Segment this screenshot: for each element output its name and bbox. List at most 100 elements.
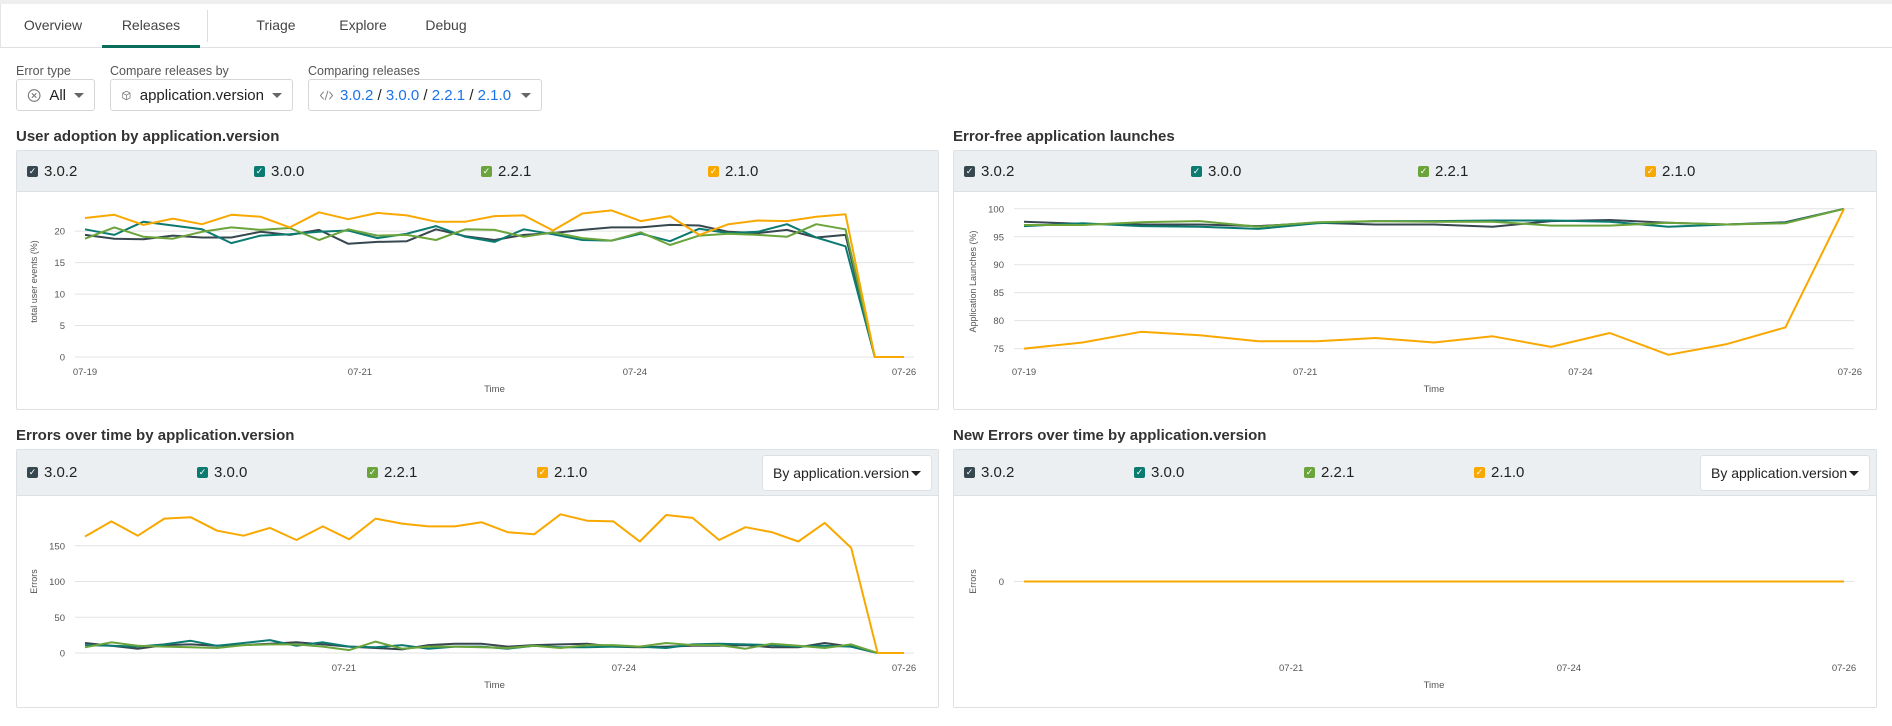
x-axis-label: Time bbox=[1424, 680, 1445, 691]
legend-item-3-0-2[interactable]: ✓ 3.0.2 bbox=[27, 464, 77, 481]
group-by-dropdown[interactable]: By application.version bbox=[762, 455, 932, 491]
checkbox-checked-icon[interactable]: ✓ bbox=[1474, 467, 1485, 478]
checkbox-checked-icon[interactable]: ✓ bbox=[1191, 165, 1202, 177]
checkbox-checked-icon[interactable]: ✓ bbox=[27, 165, 38, 177]
line-chart: 0 5 10 15 20 07-19 07-21 07-24 07-26 Time total us… bbox=[29, 209, 916, 395]
legend-item-3-0-2[interactable]: ✓ 3.0.2 bbox=[27, 163, 77, 180]
legend-item-2-2-1[interactable]: ✓ 2.2.1 bbox=[1304, 464, 1354, 481]
y-axis-label: Errors bbox=[968, 569, 978, 594]
line-chart: 0 07-21 07-24 07-26 Time Errors bbox=[968, 569, 1856, 691]
tab-releases[interactable]: Releases bbox=[102, 4, 200, 48]
group-by-dropdown[interactable]: By application.version bbox=[1700, 455, 1870, 491]
legend-label: 3.0.0 bbox=[1208, 162, 1242, 180]
comparing-releases-label: Comparing releases bbox=[308, 64, 420, 78]
legend-item-2-1-0[interactable]: ✓ 2.1.0 bbox=[1474, 464, 1524, 481]
checkbox-checked-icon[interactable]: ✓ bbox=[964, 467, 975, 478]
legend-label: 3.0.0 bbox=[1151, 464, 1185, 481]
error-type-dropdown[interactable]: All bbox=[16, 79, 95, 111]
series-line-2-1-0 bbox=[84, 209, 904, 358]
compare-by-dropdown[interactable]: application.version bbox=[110, 79, 293, 111]
legend-item-3-0-2[interactable]: ✓ 3.0.2 bbox=[964, 163, 1014, 180]
legend-label: 3.0.2 bbox=[44, 162, 78, 180]
y-axis-label: total user events (%) bbox=[29, 240, 39, 323]
user-adoption-panel: ✓ 3.0.2 ✓ 3.0.0 ✓ 2.2.1 ✓ 2.1.0 0 5 10 15 20 07-19 07-… bbox=[16, 150, 939, 410]
legend-item-3-0-0[interactable]: ✓ 3.0.0 bbox=[254, 163, 304, 180]
line-chart: 0 50 100 150 07-21 07-24 07-26 Time Errors bbox=[29, 513, 916, 691]
x-tick-label: 07-19 bbox=[1012, 367, 1036, 378]
y-axis-label: Errors bbox=[29, 569, 39, 594]
legend-label: 2.2.1 bbox=[498, 162, 532, 180]
separator: / bbox=[465, 86, 478, 104]
comparing-releases-dropdown[interactable]: 3.0.2 / 3.0.0 / 2.2.1 / 2.1.0 bbox=[308, 79, 542, 111]
checkbox-checked-icon[interactable]: ✓ bbox=[964, 165, 975, 177]
checkbox-checked-icon[interactable]: ✓ bbox=[254, 165, 265, 177]
series-line-2-1-0 bbox=[84, 513, 904, 654]
legend-item-2-2-1[interactable]: ✓ 2.2.1 bbox=[367, 464, 417, 481]
checkbox-checked-icon[interactable]: ✓ bbox=[708, 165, 719, 177]
release-version: 2.1.0 bbox=[477, 86, 512, 104]
release-version: 3.0.2 bbox=[340, 86, 374, 104]
tab-overview[interactable]: Overview bbox=[23, 17, 83, 33]
legend-label: 2.1.0 bbox=[1662, 162, 1696, 180]
legend-label: 2.2.1 bbox=[1321, 464, 1355, 481]
legend-label: 2.2.1 bbox=[1435, 162, 1469, 180]
legend-label: 3.0.0 bbox=[214, 464, 248, 481]
compare-by-label: Compare releases by bbox=[110, 64, 229, 78]
legend-item-2-1-0[interactable]: ✓ 2.1.0 bbox=[1645, 163, 1695, 180]
legend-item-3-0-0[interactable]: ✓ 3.0.0 bbox=[1191, 163, 1241, 180]
legend-item-2-1-0[interactable]: ✓ 2.1.0 bbox=[708, 163, 758, 180]
x-axis-label: Time bbox=[484, 384, 505, 395]
window-top-border bbox=[0, 0, 1892, 4]
x-tick-label: 07-19 bbox=[73, 367, 97, 378]
tab-explore[interactable]: Explore bbox=[339, 17, 387, 33]
y-tick-label: 85 bbox=[993, 288, 1004, 299]
checkbox-checked-icon[interactable]: ✓ bbox=[1418, 165, 1429, 177]
legend-label: 3.0.0 bbox=[271, 162, 305, 180]
x-tick-label: 07-26 bbox=[892, 367, 916, 378]
y-tick-label: 80 bbox=[993, 316, 1004, 327]
caret-down-icon bbox=[911, 470, 921, 476]
legend-label: 2.1.0 bbox=[725, 162, 759, 180]
tab-triage[interactable]: Triage bbox=[256, 17, 296, 33]
y-tick-label: 10 bbox=[54, 290, 65, 301]
series-line-2-1-0 bbox=[1023, 208, 1845, 356]
y-tick-label: 75 bbox=[993, 344, 1004, 355]
tab-debug[interactable]: Debug bbox=[425, 17, 467, 33]
legend-label: 3.0.2 bbox=[44, 464, 78, 481]
legend-item-3-0-0[interactable]: ✓ 3.0.0 bbox=[1134, 464, 1184, 481]
legend-item-2-1-0[interactable]: ✓ 2.1.0 bbox=[537, 464, 587, 481]
checkbox-checked-icon[interactable]: ✓ bbox=[27, 467, 38, 478]
x-tick-label: 07-24 bbox=[1568, 367, 1592, 378]
checkbox-checked-icon[interactable]: ✓ bbox=[481, 165, 492, 177]
legend-label: 3.0.2 bbox=[981, 162, 1015, 180]
y-tick-label: 100 bbox=[988, 204, 1004, 215]
checkbox-checked-icon[interactable]: ✓ bbox=[1645, 165, 1656, 177]
group-by-value: By application.version bbox=[773, 465, 910, 481]
chart-legend: ✓ 3.0.2 ✓ 3.0.0 ✓ 2.2.1 ✓ 2.1.0 By application.v… bbox=[17, 450, 938, 496]
error-type-label: Error type bbox=[16, 64, 71, 78]
checkbox-checked-icon[interactable]: ✓ bbox=[197, 467, 208, 478]
checkbox-checked-icon[interactable]: ✓ bbox=[1134, 467, 1145, 478]
y-tick-label: 5 bbox=[60, 321, 65, 332]
chevron-down-icon bbox=[272, 92, 282, 98]
checkbox-checked-icon[interactable]: ✓ bbox=[537, 467, 548, 478]
separator: / bbox=[373, 86, 386, 104]
legend-item-3-0-2[interactable]: ✓ 3.0.2 bbox=[964, 464, 1014, 481]
x-tick-label: 07-24 bbox=[623, 367, 647, 378]
error-free-launches-panel: ✓ 3.0.2 ✓ 3.0.0 ✓ 2.2.1 ✓ 2.1.0 75 80 85 90 95 100 07-… bbox=[953, 150, 1877, 410]
series-line-3-0-2 bbox=[84, 223, 904, 358]
series-line-3-0-0 bbox=[84, 639, 904, 654]
chart-legend: ✓ 3.0.2 ✓ 3.0.0 ✓ 2.2.1 ✓ 2.1.0 bbox=[954, 151, 1876, 192]
x-tick-label: 07-26 bbox=[1832, 663, 1856, 674]
y-axis-label: Application Launches (%) bbox=[968, 230, 978, 332]
legend-item-3-0-0[interactable]: ✓ 3.0.0 bbox=[197, 464, 247, 481]
checkbox-checked-icon[interactable]: ✓ bbox=[1304, 467, 1315, 478]
checkbox-checked-icon[interactable]: ✓ bbox=[367, 467, 378, 478]
legend-label: 2.2.1 bbox=[384, 464, 418, 481]
legend-label: 2.1.0 bbox=[554, 464, 588, 481]
legend-item-2-2-1[interactable]: ✓ 2.2.1 bbox=[1418, 163, 1468, 180]
new-errors-over-time-chart: 0 07-21 07-24 07-26 Time Errors bbox=[954, 496, 1876, 707]
legend-item-2-2-1[interactable]: ✓ 2.2.1 bbox=[481, 163, 531, 180]
x-tick-label: 07-21 bbox=[332, 663, 356, 674]
errors-over-time-title: Errors over time by application.version bbox=[16, 427, 295, 444]
